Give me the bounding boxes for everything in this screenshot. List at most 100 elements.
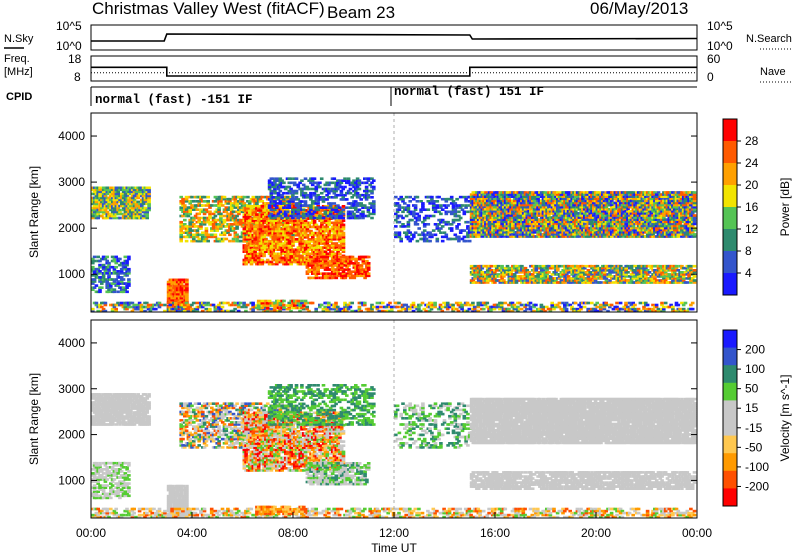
power-cell <box>334 210 338 214</box>
power-cell <box>442 204 447 207</box>
power-cell <box>426 216 431 220</box>
power-cell <box>312 242 317 245</box>
power-cell <box>440 208 445 211</box>
power-cell <box>464 239 468 243</box>
power-cell <box>289 221 293 225</box>
power-cell <box>184 200 189 203</box>
power-cell <box>282 198 286 201</box>
power-cell <box>575 195 580 198</box>
power-cell <box>428 202 432 205</box>
power-cell <box>529 233 533 236</box>
power-cell <box>92 255 97 259</box>
power-cell <box>339 266 344 269</box>
power-cell <box>170 282 174 286</box>
power-cell <box>118 286 122 289</box>
power-cell <box>538 226 542 230</box>
power-cell <box>123 200 128 204</box>
power-cell <box>327 196 331 199</box>
power-cell <box>311 205 315 208</box>
power-cell <box>489 195 494 198</box>
power-cell <box>361 210 365 214</box>
power-cell <box>339 181 344 185</box>
power-cell <box>96 216 100 220</box>
power-cell <box>283 212 288 216</box>
power-cell <box>348 270 353 273</box>
power-cell <box>364 191 369 195</box>
power-cell <box>114 194 119 198</box>
power-cell <box>421 231 425 234</box>
power-cell <box>262 250 266 253</box>
power-cell <box>509 228 513 232</box>
power-cell <box>439 231 443 234</box>
power-cell <box>309 198 313 201</box>
power-cell <box>285 252 290 256</box>
power-cell <box>419 210 423 214</box>
power-cell <box>253 200 257 203</box>
power-cell <box>462 229 467 232</box>
power-cell <box>586 205 591 209</box>
power-cell <box>595 201 600 205</box>
power-cell <box>541 199 546 203</box>
power-cell <box>334 185 338 189</box>
power-cell <box>224 206 229 209</box>
power-cell <box>343 255 348 259</box>
power-cell <box>568 218 573 221</box>
power-cell <box>336 225 340 229</box>
power-cell <box>347 274 351 278</box>
power-cell <box>370 196 374 199</box>
freq-label-1: Freq. <box>4 53 30 65</box>
power-cell <box>433 233 438 237</box>
power-cell <box>500 220 504 224</box>
power-cell <box>303 262 308 266</box>
power-cell <box>397 206 402 209</box>
power-cell <box>394 204 398 207</box>
power-cell <box>298 242 302 245</box>
power-cell <box>426 208 431 211</box>
power-cell <box>493 199 497 203</box>
power-cell <box>491 197 495 201</box>
power-cell <box>370 177 374 180</box>
power-cell <box>538 214 542 217</box>
power-cell <box>105 186 110 190</box>
power-cell <box>577 228 582 232</box>
power-cell <box>274 179 279 182</box>
power-cell <box>421 206 425 209</box>
power-cell <box>307 223 311 227</box>
power-cell <box>118 263 122 267</box>
power-cell <box>559 203 564 207</box>
power-cell <box>285 254 290 258</box>
power-cell <box>529 235 533 238</box>
power-cell <box>125 194 130 198</box>
power-cell <box>581 226 585 230</box>
power-cell <box>464 204 468 207</box>
power-cell <box>321 196 326 199</box>
power-cell <box>284 229 288 233</box>
power-cell <box>352 276 357 280</box>
power-cell <box>179 200 183 203</box>
power-cell <box>267 262 272 266</box>
nsky-series-line <box>91 33 698 42</box>
power-cell <box>482 220 486 224</box>
power-cell <box>267 227 272 231</box>
power-cell <box>303 221 308 225</box>
power-cell <box>410 237 414 241</box>
power-cell <box>100 198 104 202</box>
power-cell <box>280 202 284 205</box>
nsearch-ytick-bottom: 10^0 <box>707 39 733 53</box>
power-cell <box>487 220 492 224</box>
power-cell <box>138 210 142 214</box>
power-cell <box>294 254 299 258</box>
power-cell <box>491 228 495 232</box>
power-cell <box>303 202 308 205</box>
power-cell <box>127 270 131 273</box>
power-cell <box>107 202 111 206</box>
power-cell <box>307 242 311 245</box>
power-cell <box>346 181 351 185</box>
power-cell <box>258 227 263 231</box>
power-cell <box>145 208 149 212</box>
power-cell <box>96 208 100 212</box>
power-cell <box>282 202 286 205</box>
power-cell <box>350 183 354 187</box>
power-cell <box>538 233 542 236</box>
power-cell <box>547 193 551 196</box>
